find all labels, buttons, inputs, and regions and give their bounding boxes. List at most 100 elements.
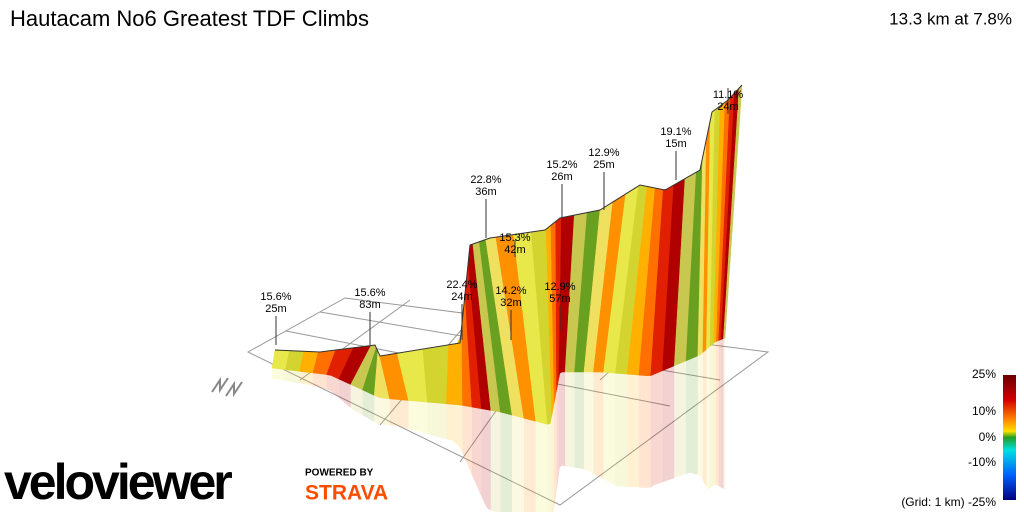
ribbon-reflection xyxy=(322,374,327,390)
ribbon-reflection xyxy=(714,341,716,485)
ribbon-reflection xyxy=(674,364,679,479)
ribbon-reflection xyxy=(285,369,291,382)
ribbon-reflection xyxy=(452,404,459,447)
ribbon-reflection xyxy=(697,354,701,477)
ribbon-reflection xyxy=(719,339,721,488)
title: Hautacam No6 Greatest TDF Climbs xyxy=(10,6,369,31)
logo: veloviewer xyxy=(4,454,232,510)
ribbon-reflection xyxy=(555,390,557,498)
ribbon-edge xyxy=(274,84,743,357)
ribbon-reflection xyxy=(619,373,624,487)
ribbon-reflection xyxy=(706,348,708,490)
ribbon-reflection xyxy=(427,402,434,436)
ribbon-reflection xyxy=(650,374,655,488)
ribbon-reflection xyxy=(554,398,555,510)
ribbon-reflection xyxy=(516,416,520,517)
ribbon-reflection xyxy=(662,369,667,483)
ribbon-reflection xyxy=(338,379,343,402)
ribbon-reflection xyxy=(635,374,639,488)
annotation-length: 24m xyxy=(451,291,472,303)
ribbon-reflection xyxy=(389,398,396,426)
ribbon-reflection xyxy=(666,367,671,481)
ribbon-reflection xyxy=(366,391,371,420)
ribbon-reflection xyxy=(478,408,482,497)
annotation-length: 24m xyxy=(717,101,738,113)
ribbon-reflection xyxy=(590,372,594,475)
ribbon-reflection xyxy=(535,421,540,517)
ribbon-reflection xyxy=(556,386,558,492)
ribbon-reflection xyxy=(553,402,555,515)
annotation-length: 57m xyxy=(549,293,570,305)
annotation-grade: 12.9% xyxy=(588,147,619,159)
ribbon-reflection xyxy=(593,372,597,476)
annotation-length: 83m xyxy=(359,299,380,311)
ribbon-reflection xyxy=(523,418,528,517)
ribbon-reflection xyxy=(682,360,687,476)
ribbon-reflection xyxy=(603,372,608,482)
ribbon-reflection xyxy=(690,357,694,474)
ribbon-reflection xyxy=(281,369,286,382)
ribbon-reflection xyxy=(693,355,698,475)
ribbon-reflection xyxy=(646,375,651,488)
annotation-grade: 11.1% xyxy=(713,89,744,101)
ribbon-reflection xyxy=(580,372,584,470)
ribbon-reflection xyxy=(571,372,575,468)
ribbon-reflection xyxy=(712,343,714,487)
ribbon-reflection xyxy=(335,377,339,398)
elevation-ribbon xyxy=(271,84,743,517)
ribbon-reflection xyxy=(475,407,479,490)
annotation-grade: 14.2% xyxy=(495,285,526,297)
powered-by: POWERED BY xyxy=(305,468,374,479)
ribbon-reflection xyxy=(557,381,559,486)
ribbon-reflection xyxy=(487,409,491,511)
ribbon-reflection xyxy=(577,372,581,469)
ribbon-reflection xyxy=(722,338,724,489)
ribbon-reflection xyxy=(607,372,612,484)
ribbon-reflection xyxy=(543,423,548,517)
ribbon-reflection xyxy=(562,372,566,467)
ribbon-reflection xyxy=(512,415,517,517)
ribbon-reflection xyxy=(308,372,314,386)
ribbon-reflection xyxy=(421,401,428,435)
ribbon-reflection xyxy=(711,344,713,488)
ribbon-reflection xyxy=(670,365,675,480)
ribbon-reflection xyxy=(414,401,422,433)
ribbon-reflection xyxy=(484,409,488,509)
ribbon-reflection xyxy=(446,403,453,441)
ribbon-reflection xyxy=(723,338,725,490)
annotation-length: 25m xyxy=(265,303,286,315)
ribbon-reflection xyxy=(654,372,659,485)
ribbon-reflection xyxy=(497,411,501,515)
ribbon-reflection xyxy=(551,415,552,517)
legend-gradient xyxy=(1003,375,1016,500)
ribbon-reflection xyxy=(383,398,390,426)
ribbon-reflection xyxy=(709,345,712,489)
ribbon-reflection xyxy=(642,375,647,488)
ribbon-reflection xyxy=(354,386,359,414)
legend-label: 25% xyxy=(972,367,996,381)
annotation-grade: 15.2% xyxy=(546,159,577,171)
annotation-length: 26m xyxy=(551,171,572,183)
ribbon-reflection xyxy=(716,341,718,486)
legend-label: 10% xyxy=(972,404,996,418)
annotation-grade: 15.3% xyxy=(499,232,530,244)
ribbon-reflection xyxy=(721,339,722,488)
ribbon-reflection xyxy=(408,400,415,431)
ribbon-reflection xyxy=(481,408,485,504)
annotation-grade: 19.1% xyxy=(660,126,691,138)
annotation-length: 42m xyxy=(504,244,525,256)
ribbon-reflection xyxy=(658,370,663,484)
ribbon-reflection xyxy=(615,373,620,487)
ribbon-reflection xyxy=(504,413,509,517)
ribbon-reflection xyxy=(313,372,318,387)
annotation-grade: 22.8% xyxy=(470,174,501,186)
ribbon-reflection xyxy=(705,349,707,487)
ribbon-reflection xyxy=(378,397,384,426)
ribbon-reflection xyxy=(627,374,632,487)
ribbon-reflection xyxy=(558,373,560,474)
ribbon-reflection xyxy=(713,342,715,486)
ribbon-reflection xyxy=(599,372,604,480)
ribbon-reflection xyxy=(527,419,532,517)
ribbon-reflection xyxy=(568,372,572,468)
